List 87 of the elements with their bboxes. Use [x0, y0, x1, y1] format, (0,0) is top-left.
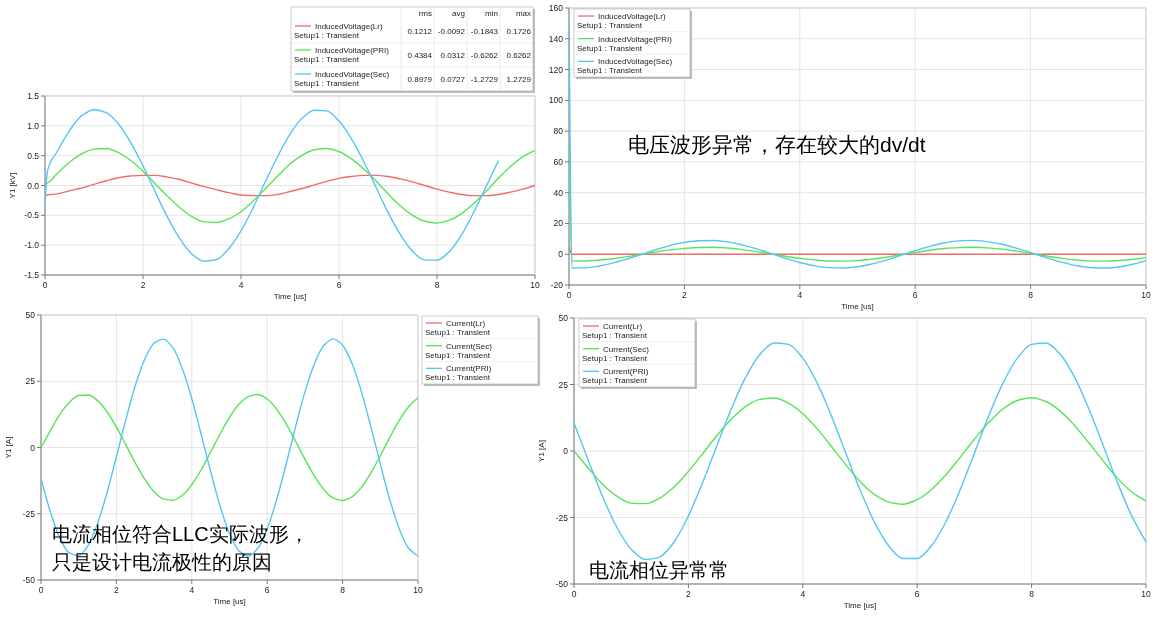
y-tick-label: -0.5	[24, 210, 40, 221]
y-tick-label: -50	[22, 575, 36, 585]
y-tick-label: -1.0	[24, 240, 40, 251]
text: max	[515, 9, 531, 18]
x-tick-label: 8	[1029, 589, 1035, 599]
y-tick-label: -1.5	[24, 270, 40, 280]
y-tick-label: 140	[548, 33, 564, 44]
legend-label: InducedVoltage(Lr) Setup1 : Transient	[577, 12, 666, 30]
y-tick-label: 0.0	[27, 180, 40, 191]
x-axis-title: Time [us]	[841, 302, 874, 311]
y-tick-label: 160	[548, 3, 564, 13]
x-tick-label: 4	[800, 589, 806, 599]
y-tick-label: 0	[558, 249, 564, 260]
text: -1.2729	[470, 75, 498, 84]
y-tick-label: 40	[553, 187, 564, 198]
y-tick-label: 50	[25, 310, 36, 320]
x-tick-label: 6	[264, 585, 270, 595]
x-axis-title: Time [us]	[273, 292, 307, 301]
text: 0.1212	[407, 27, 432, 36]
x-axis-title: Time [us]	[843, 601, 877, 610]
y-tick-label: -50	[555, 579, 569, 589]
y-tick-label: -25	[555, 512, 569, 523]
text: 0.4384	[407, 51, 432, 60]
text: min	[485, 9, 498, 18]
y-tick-label: 25	[558, 379, 569, 390]
y-tick-label: 20	[553, 218, 564, 229]
y-tick-label: 25	[25, 376, 36, 387]
x-tick-label: 0	[42, 280, 48, 290]
x-tick-label: 2	[682, 290, 688, 300]
x-tick-label: 8	[1028, 290, 1034, 300]
x-tick-label: 2	[140, 280, 146, 290]
y-axis-title: Y1 [kV]	[8, 172, 17, 199]
legend-label: Current(Sec) Setup1 : Transient	[425, 341, 493, 360]
y-tick-label: 50	[558, 313, 569, 323]
x-tick-label: 10	[1141, 290, 1151, 300]
text: avg	[452, 9, 465, 18]
annotation: 电流相位异常常	[589, 559, 729, 581]
legend-label: Current(PRI) Setup1 : Transient	[582, 367, 649, 386]
x-tick-label: 6	[912, 290, 918, 300]
text: 0.1726	[506, 27, 531, 36]
text: 0.0727	[440, 75, 465, 84]
legend-label: InducedVoltage(PRI) Setup1 : Transient	[294, 46, 390, 64]
text: -0.1843	[470, 27, 498, 36]
y-axis-title: Y1 [A]	[4, 436, 13, 459]
x-tick-label: 10	[530, 280, 540, 290]
legend-label: Current(Lr) Setup1 : Transient	[582, 322, 648, 340]
y-tick-label: -20	[550, 280, 564, 290]
legend-label: Current(Lr) Setup1 : Transient	[425, 319, 491, 337]
x-tick-label: 4	[189, 585, 195, 595]
text: 0.8979	[407, 75, 432, 84]
y-tick-label: 1.0	[27, 120, 40, 131]
legend-label: InducedVoltage(PRI) Setup1 : Transient	[577, 34, 673, 53]
legend-label: Current(Sec) Setup1 : Transient	[582, 344, 650, 363]
x-tick-label: 4	[238, 280, 244, 290]
legend-label: Current(PRI) Setup1 : Transient	[425, 364, 492, 383]
y-tick-label: 1.5	[27, 91, 40, 101]
y-tick-label: 0.5	[27, 150, 40, 161]
y-tick-label: 60	[553, 156, 564, 167]
x-tick-label: 8	[340, 585, 346, 595]
y-tick-label: -25	[22, 508, 36, 519]
text: 0.0312	[440, 51, 465, 60]
x-tick-label: 2	[114, 585, 120, 595]
y-tick-label: 0	[563, 446, 569, 456]
legend-label: InducedVoltage(Sec) Setup1 : Transient	[294, 70, 390, 88]
text: -0.6262	[470, 51, 498, 60]
text: 0.6262	[506, 51, 531, 60]
y-tick-label: 120	[548, 64, 564, 75]
x-tick-label: 10	[1141, 589, 1151, 599]
x-tick-label: 2	[686, 589, 692, 599]
annotation: 只是设计电流极性的原因	[52, 551, 272, 573]
annotation: 电压波形异常，存在较大的dv/dt	[628, 133, 926, 156]
legend-label: InducedVoltage(Lr) Setup1 : Transient	[294, 22, 383, 40]
x-tick-label: 6	[336, 280, 342, 290]
x-tick-label: 8	[434, 280, 440, 290]
text: -0.0092	[437, 27, 465, 36]
text: rms	[418, 9, 432, 18]
x-axis-title: Time [us]	[213, 597, 246, 606]
y-tick-label: 0	[30, 442, 36, 453]
x-tick-label: 10	[413, 585, 423, 595]
x-tick-label: 4	[797, 290, 803, 300]
text: 1.2729	[506, 75, 531, 84]
legend-label: InducedVoltage(Sec) Setup1 : Transient	[577, 57, 673, 76]
y-tick-label: 80	[553, 126, 564, 137]
x-tick-label: 0	[571, 589, 577, 599]
y-tick-label: 100	[548, 95, 564, 106]
y-axis-title: Y1 [A]	[537, 440, 546, 462]
x-tick-label: 6	[914, 589, 920, 599]
